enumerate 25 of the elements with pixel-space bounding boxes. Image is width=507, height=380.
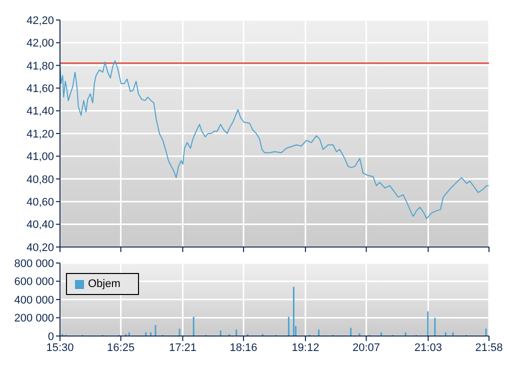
y-tick-label: 600 000 bbox=[14, 276, 54, 288]
y-tick-label: 40,80 bbox=[26, 174, 54, 186]
x-tick-label: 19:12 bbox=[292, 342, 320, 354]
x-tick-label: 21:58 bbox=[475, 342, 503, 354]
y-tick-label: 42,00 bbox=[26, 38, 54, 50]
y-tick-label: 41,00 bbox=[26, 151, 54, 164]
x-tick-label: 15:30 bbox=[46, 342, 74, 354]
x-tick-label: 20:07 bbox=[352, 342, 380, 354]
y-tick-label: 400 000 bbox=[14, 294, 54, 306]
y-tick-label: 200 000 bbox=[14, 312, 54, 325]
x-tick-label: 21:03 bbox=[414, 342, 442, 354]
x-tick-label: 16:25 bbox=[107, 342, 135, 354]
y-tick-label: 40,60 bbox=[26, 196, 54, 209]
y-tick-label: 0 bbox=[48, 330, 54, 343]
y-tick-label: 41,60 bbox=[26, 83, 54, 96]
legend-label: Objem bbox=[88, 278, 120, 290]
x-tick-label: 17:21 bbox=[168, 342, 196, 354]
y-tick-label: 41,40 bbox=[26, 106, 54, 118]
y-tick-label: 41,80 bbox=[26, 60, 54, 72]
y-tick-label: 40,20 bbox=[26, 242, 54, 254]
y-tick-label: 41,20 bbox=[26, 128, 54, 140]
x-tick-label: 18:16 bbox=[230, 342, 258, 354]
y-tick-label: 40,40 bbox=[26, 219, 54, 232]
y-tick-label: 800 000 bbox=[14, 258, 54, 270]
y-tick-label: 42,20 bbox=[26, 14, 54, 27]
